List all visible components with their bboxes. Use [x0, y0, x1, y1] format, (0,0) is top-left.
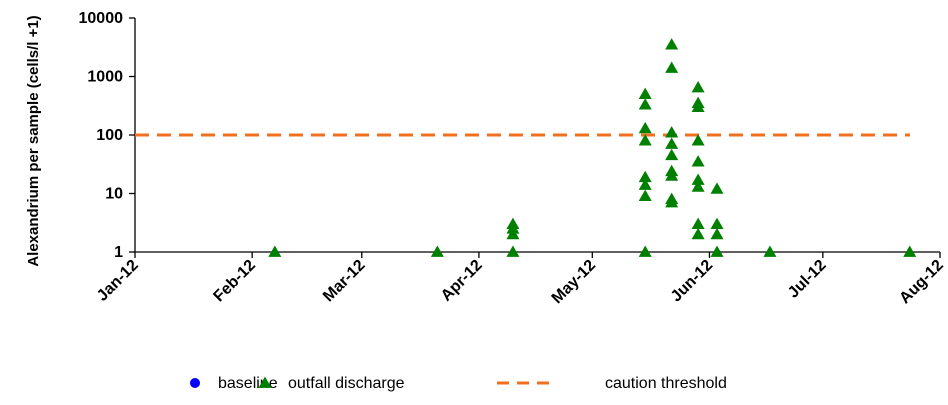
x-tick-label: Jul-12 — [785, 257, 830, 302]
outfall-discharge-point — [710, 245, 724, 257]
x-tick-label: Feb-12 — [210, 257, 259, 306]
y-tick-label: 10 — [105, 186, 123, 203]
outfall-discharge-point — [691, 180, 705, 192]
y-tick-label: 1000 — [87, 69, 123, 86]
outfall-discharge-point — [638, 170, 652, 183]
x-tick-labels: Jan-12 Feb-12 Mar-12 Apr-12 May-12 Jun-12 Jul-… — [94, 257, 947, 307]
x-tick-label: Aug-12 — [896, 257, 946, 307]
outfall-discharge-point — [691, 217, 705, 229]
outfall-discharge-point — [710, 217, 724, 229]
outfall-discharge-point — [691, 96, 705, 109]
outfall-discharge-point — [665, 148, 679, 161]
outfall-discharge-point — [268, 245, 282, 257]
y-tick-label: 10000 — [79, 10, 124, 27]
outfall-discharge-point — [638, 178, 652, 190]
outfall-discharge-point — [903, 245, 917, 257]
legend: baseline outfall discharge caution thresho… — [190, 375, 727, 392]
legend-baseline-marker — [190, 378, 200, 388]
outfall-discharge-point — [638, 87, 652, 99]
outfall-discharge-point — [710, 227, 724, 240]
outfall-discharge-point — [430, 245, 444, 257]
outfall-discharge-point — [691, 80, 705, 93]
outfall-discharge-point — [691, 173, 705, 185]
outfall-discharge-point — [638, 121, 652, 134]
axes — [129, 17, 941, 258]
outfall-discharge-point — [691, 155, 705, 167]
outfall-discharge-point — [691, 227, 705, 240]
outfall-discharge-point — [665, 192, 679, 205]
y-tick-labels: 1 10 100 1000 10000 — [79, 10, 124, 261]
outfall-discharge-point — [665, 61, 679, 73]
outfall-discharge-point — [506, 217, 520, 229]
legend-outfall-discharge-marker — [258, 376, 272, 388]
outfall-discharge-point — [665, 126, 679, 138]
outfall-discharge-point — [638, 189, 652, 202]
outfall-discharge-point — [710, 182, 724, 194]
points-layer — [268, 38, 917, 257]
outfall-discharge-point — [665, 137, 679, 149]
x-tick-label: Apr-12 — [438, 257, 486, 305]
y-tick-label: 100 — [96, 127, 123, 144]
outfall-discharge-point — [691, 134, 705, 146]
outfall-discharge-point — [638, 245, 652, 257]
x-tick-label: Jan-12 — [94, 257, 142, 305]
outfall-discharge-point — [665, 164, 679, 177]
outfall-discharge-point — [665, 38, 679, 50]
y-tick-label: 1 — [114, 244, 123, 261]
x-tick-label: May-12 — [549, 257, 599, 307]
x-tick-label: Mar-12 — [320, 257, 369, 306]
outfall-discharge-point — [638, 134, 652, 146]
outfall-discharge-point — [506, 245, 520, 257]
legend-caution-threshold-label: caution threshold — [605, 375, 727, 392]
outfall-discharge-point — [763, 245, 777, 257]
outfall-discharge-point — [638, 98, 652, 110]
y-axis-title: Alexandrium per sample (cells/l +1) — [25, 15, 42, 266]
x-tick-label: Jun-12 — [668, 257, 717, 306]
legend-outfall-discharge-label: outfall discharge — [288, 375, 405, 392]
